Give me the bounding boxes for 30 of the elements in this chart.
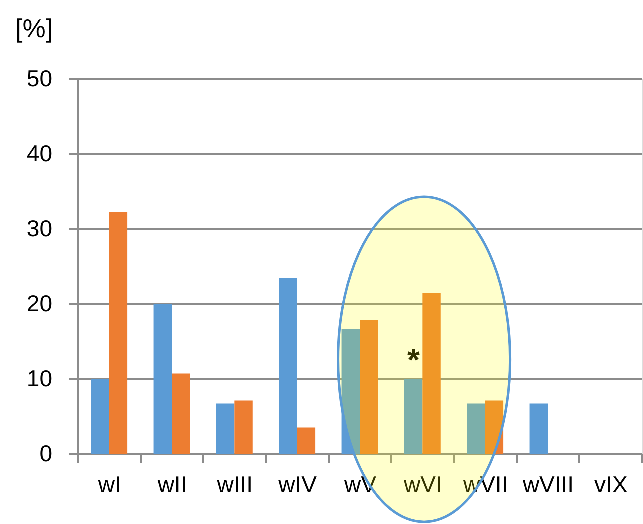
y-tick-label: 20 bbox=[26, 290, 52, 316]
bar bbox=[154, 304, 172, 454]
bar bbox=[530, 404, 548, 454]
bar bbox=[172, 374, 190, 454]
x-tick-label: wI bbox=[97, 472, 122, 498]
bar bbox=[404, 379, 423, 454]
y-tick-label: 50 bbox=[26, 66, 52, 92]
x-tick-label: wIII bbox=[216, 472, 254, 498]
x-tick-label: wII bbox=[156, 472, 188, 498]
y-tick-label: 0 bbox=[40, 440, 52, 466]
bar bbox=[109, 212, 128, 454]
x-tick-label: wIV bbox=[278, 472, 318, 498]
bar bbox=[234, 400, 253, 454]
bar bbox=[485, 400, 504, 454]
x-tick-label: wVIII bbox=[522, 472, 574, 498]
bar bbox=[297, 428, 316, 454]
annotation: * bbox=[407, 342, 420, 378]
bar bbox=[422, 294, 441, 454]
y-tick-label: 30 bbox=[26, 216, 52, 242]
y-axis-title: [%] bbox=[16, 14, 54, 44]
y-tick-label: 10 bbox=[26, 366, 52, 392]
bar bbox=[360, 320, 378, 454]
x-tick-label: vIX bbox=[594, 472, 628, 498]
bar bbox=[216, 404, 235, 454]
bar bbox=[279, 278, 298, 454]
y-tick-label: 40 bbox=[26, 140, 52, 166]
x-tick-label: wVI bbox=[402, 472, 442, 498]
bar bbox=[342, 330, 360, 454]
bar bbox=[467, 404, 486, 454]
bar bbox=[91, 379, 110, 454]
